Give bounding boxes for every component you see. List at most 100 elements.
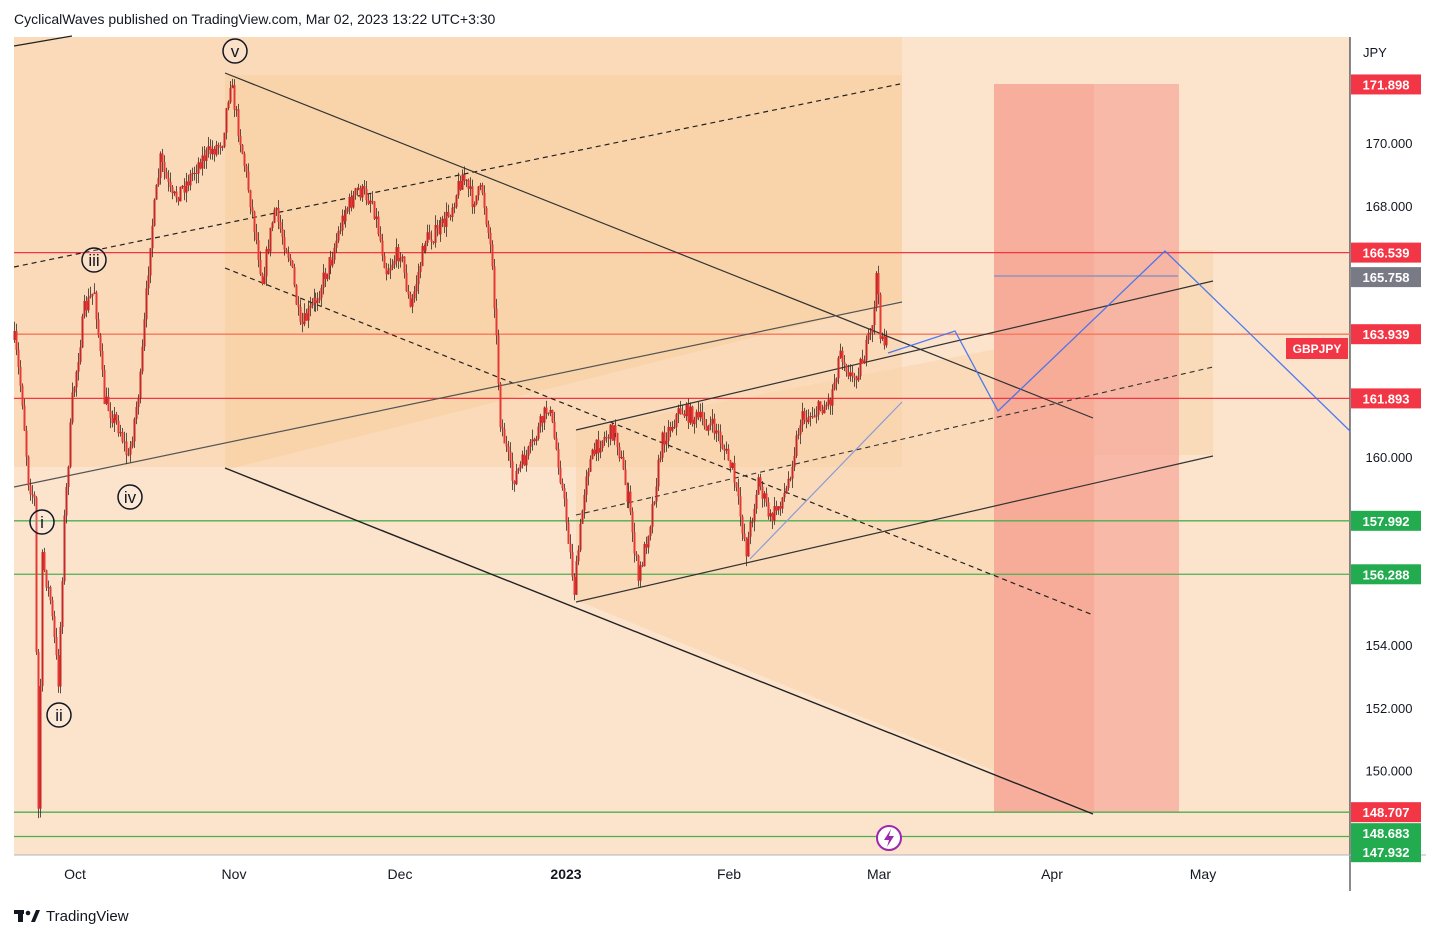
candle	[661, 431, 664, 462]
candle	[517, 467, 520, 474]
candle	[95, 290, 98, 329]
candle	[187, 174, 190, 192]
candle	[729, 459, 732, 473]
candle	[639, 561, 642, 587]
candle	[197, 157, 200, 184]
candle	[679, 400, 682, 415]
candle	[713, 413, 716, 440]
candle	[457, 172, 460, 199]
candle	[831, 384, 834, 415]
candle	[501, 419, 504, 437]
candle	[303, 303, 306, 327]
tradingview-logo-icon	[14, 910, 40, 922]
svg-text:ii: ii	[55, 706, 63, 725]
candle	[529, 439, 532, 454]
candle	[827, 393, 830, 410]
candle	[135, 401, 138, 425]
candle	[131, 436, 134, 449]
candle	[719, 424, 722, 452]
candle	[25, 425, 28, 466]
candle	[783, 483, 786, 502]
candle	[43, 547, 46, 573]
candle	[85, 296, 88, 318]
candle	[673, 419, 676, 430]
candle	[399, 252, 402, 268]
candle	[31, 485, 34, 504]
candle	[515, 463, 518, 486]
candle	[819, 401, 822, 412]
y-tick-label: 168.000	[1366, 199, 1413, 214]
candle	[651, 496, 654, 534]
candle	[417, 263, 420, 295]
candle	[879, 292, 882, 344]
svg-text:148.683: 148.683	[1363, 826, 1410, 841]
candle	[101, 343, 104, 377]
candle	[33, 491, 36, 507]
candle	[191, 167, 194, 182]
price-badge-156.288: 156.288	[1351, 564, 1421, 585]
candle	[227, 100, 230, 111]
candle	[461, 169, 464, 190]
candle	[653, 501, 656, 506]
candle	[675, 412, 678, 436]
candle	[763, 490, 766, 507]
candle	[69, 418, 72, 469]
candle	[853, 372, 856, 387]
candle	[705, 418, 708, 431]
candle	[309, 296, 312, 317]
candle	[773, 497, 776, 525]
candle	[65, 483, 68, 524]
candle	[352, 190, 355, 209]
candle	[577, 545, 580, 566]
candle	[681, 405, 684, 415]
candle	[441, 215, 444, 228]
candle	[113, 406, 116, 432]
candle	[393, 255, 396, 270]
candle	[475, 195, 478, 206]
candle	[185, 172, 188, 203]
lightning-icon[interactable]	[876, 825, 902, 851]
candle	[875, 271, 878, 312]
candle	[283, 229, 286, 256]
candle	[253, 210, 256, 242]
candle	[503, 422, 506, 444]
candle	[585, 469, 588, 503]
candle	[807, 409, 810, 425]
svg-text:165.758: 165.758	[1363, 270, 1410, 285]
candle	[47, 580, 50, 597]
candle	[231, 78, 234, 89]
candle	[793, 447, 796, 472]
svg-text:iv: iv	[124, 488, 137, 507]
candle	[869, 327, 872, 341]
candle	[691, 405, 694, 427]
candle	[397, 244, 400, 269]
candle	[279, 214, 282, 233]
candle	[369, 193, 372, 213]
candle	[299, 299, 302, 325]
candle	[559, 460, 562, 485]
candle	[533, 437, 536, 446]
candle	[161, 148, 164, 172]
price-axis-background	[1350, 37, 1426, 855]
svg-text:157.992: 157.992	[1363, 514, 1410, 529]
candle	[71, 382, 74, 425]
candle	[87, 288, 90, 313]
candle	[717, 423, 720, 442]
candle	[609, 424, 612, 446]
candle	[367, 193, 370, 205]
candle	[245, 163, 248, 178]
candle	[341, 209, 344, 236]
candle	[77, 353, 80, 381]
candle	[333, 243, 336, 264]
candle	[569, 534, 572, 559]
candle	[871, 325, 874, 343]
candle	[507, 440, 510, 461]
candle	[121, 427, 124, 444]
candle	[659, 451, 662, 463]
candle	[487, 220, 490, 239]
candle	[731, 462, 734, 470]
candle	[89, 286, 92, 299]
candle	[285, 247, 288, 254]
candle	[263, 266, 266, 285]
